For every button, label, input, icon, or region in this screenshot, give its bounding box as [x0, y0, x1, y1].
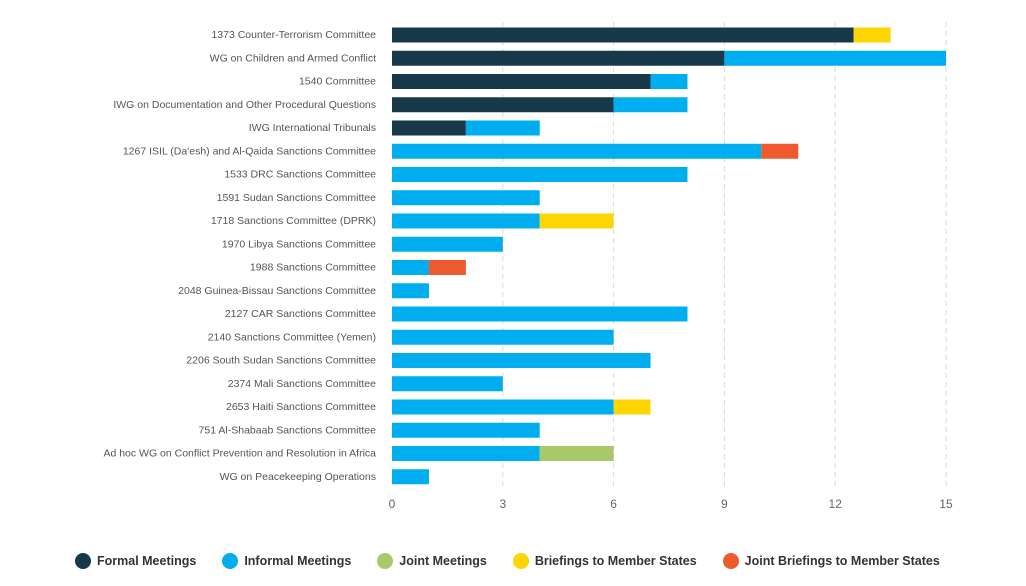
bar-segment — [724, 50, 946, 66]
legend-item: Joint Briefings to Member States — [722, 553, 940, 569]
x-axis-ticks: 0 3 6 9 12 15 — [389, 497, 953, 511]
category-label: 1988 Sanctions Committee — [250, 262, 376, 274]
bar-segment — [392, 50, 725, 66]
bar-segment — [392, 469, 429, 485]
category-label: 2653 Haiti Sanctions Committee — [226, 401, 376, 413]
bar-segment — [392, 376, 503, 392]
bar-segment — [392, 399, 614, 415]
bar-segment — [539, 213, 614, 229]
category-label: 2206 South Sudan Sanctions Committee — [186, 355, 376, 367]
bar-segment — [613, 97, 688, 113]
legend: Formal Meetings Informal Meetings Joint Me… — [75, 551, 940, 571]
x-tick-label: 12 — [829, 497, 843, 511]
bar-segment — [392, 446, 540, 461]
bar-segment — [392, 97, 614, 113]
x-tick-label: 0 — [389, 497, 396, 511]
category-label: 1718 Sanctions Committee (DPRK) — [211, 215, 376, 227]
bar-segment — [853, 27, 891, 43]
category-label: IWG International Tribunals — [249, 122, 376, 134]
legend-item: Briefings to Member States — [512, 553, 697, 569]
legend-swatch — [722, 553, 739, 569]
bar-segment — [392, 167, 688, 182]
category-label: 1591 Sudan Sanctions Committee — [217, 192, 377, 204]
bar-segment — [539, 446, 614, 461]
bar-segment — [392, 283, 429, 299]
category-label: WG on Peacekeeping Operations — [220, 471, 376, 483]
bar-segment — [650, 74, 688, 89]
legend-label: Joint Meetings — [399, 554, 487, 568]
category-label: 2140 Sanctions Committee (Yemen) — [208, 331, 376, 343]
category-label: 1540 Committee — [299, 76, 376, 88]
bar-segment — [392, 74, 651, 89]
bar-segment — [392, 143, 762, 159]
legend-item: Formal Meetings — [75, 553, 196, 569]
x-tick-label: 3 — [499, 497, 506, 511]
bar-segment — [465, 120, 540, 136]
bar-segment — [392, 422, 540, 438]
category-label: IWG on Documentation and Other Procedura… — [113, 99, 376, 111]
bar-segment — [613, 399, 651, 415]
category-label: 1373 Counter-Terrorism Committee — [211, 29, 376, 41]
legend-item: Informal Meetings — [222, 553, 351, 569]
bar-segment — [428, 260, 466, 275]
category-label: 2374 Mali Sanctions Committee — [228, 378, 376, 390]
legend-label: Briefings to Member States — [534, 554, 697, 568]
category-label: 2048 Guinea-Bissau Sanctions Committee — [178, 285, 376, 297]
legend-label: Formal Meetings — [97, 554, 197, 568]
x-tick-label: 6 — [610, 497, 617, 511]
legend-label: Joint Briefings to Member States — [744, 554, 940, 568]
category-label: 1267 ISIL (Da'esh) and Al-Qaida Sanction… — [123, 145, 376, 157]
bars — [392, 27, 946, 485]
category-label: WG on Children and Armed Conflict — [210, 52, 376, 64]
category-label: 1970 Libya Sanctions Committee — [222, 238, 376, 250]
category-label: 2127 CAR Sanctions Committee — [225, 308, 376, 320]
x-tick-label: 15 — [939, 497, 953, 511]
gridlines — [502, 22, 947, 487]
legend-label: Informal Meetings — [244, 554, 352, 568]
bar-segment — [392, 329, 614, 345]
category-label: 1533 DRC Sanctions Committee — [224, 169, 376, 181]
bar-segment — [392, 306, 688, 322]
bar-segment — [392, 120, 466, 136]
legend-swatch — [377, 553, 394, 569]
x-tick-label: 9 — [721, 497, 728, 511]
category-label: Ad hoc WG on Conflict Prevention and Res… — [103, 448, 376, 460]
category-labels: 1373 Counter-Terrorism Committee WG on Ch… — [103, 29, 376, 483]
category-label: 751 Al-Shabaab Sanctions Committee — [199, 424, 377, 436]
bar-segment — [392, 190, 540, 206]
legend-item: Joint Meetings — [377, 553, 487, 569]
bar-segment — [392, 260, 429, 275]
bar-segment — [761, 143, 799, 159]
bar-segment — [392, 353, 651, 368]
legend-swatch — [512, 553, 529, 569]
bar-segment — [392, 213, 540, 229]
bar-segment — [392, 236, 503, 252]
bar-segment — [392, 27, 854, 43]
legend-swatch — [222, 553, 239, 569]
legend-swatch — [75, 553, 91, 569]
